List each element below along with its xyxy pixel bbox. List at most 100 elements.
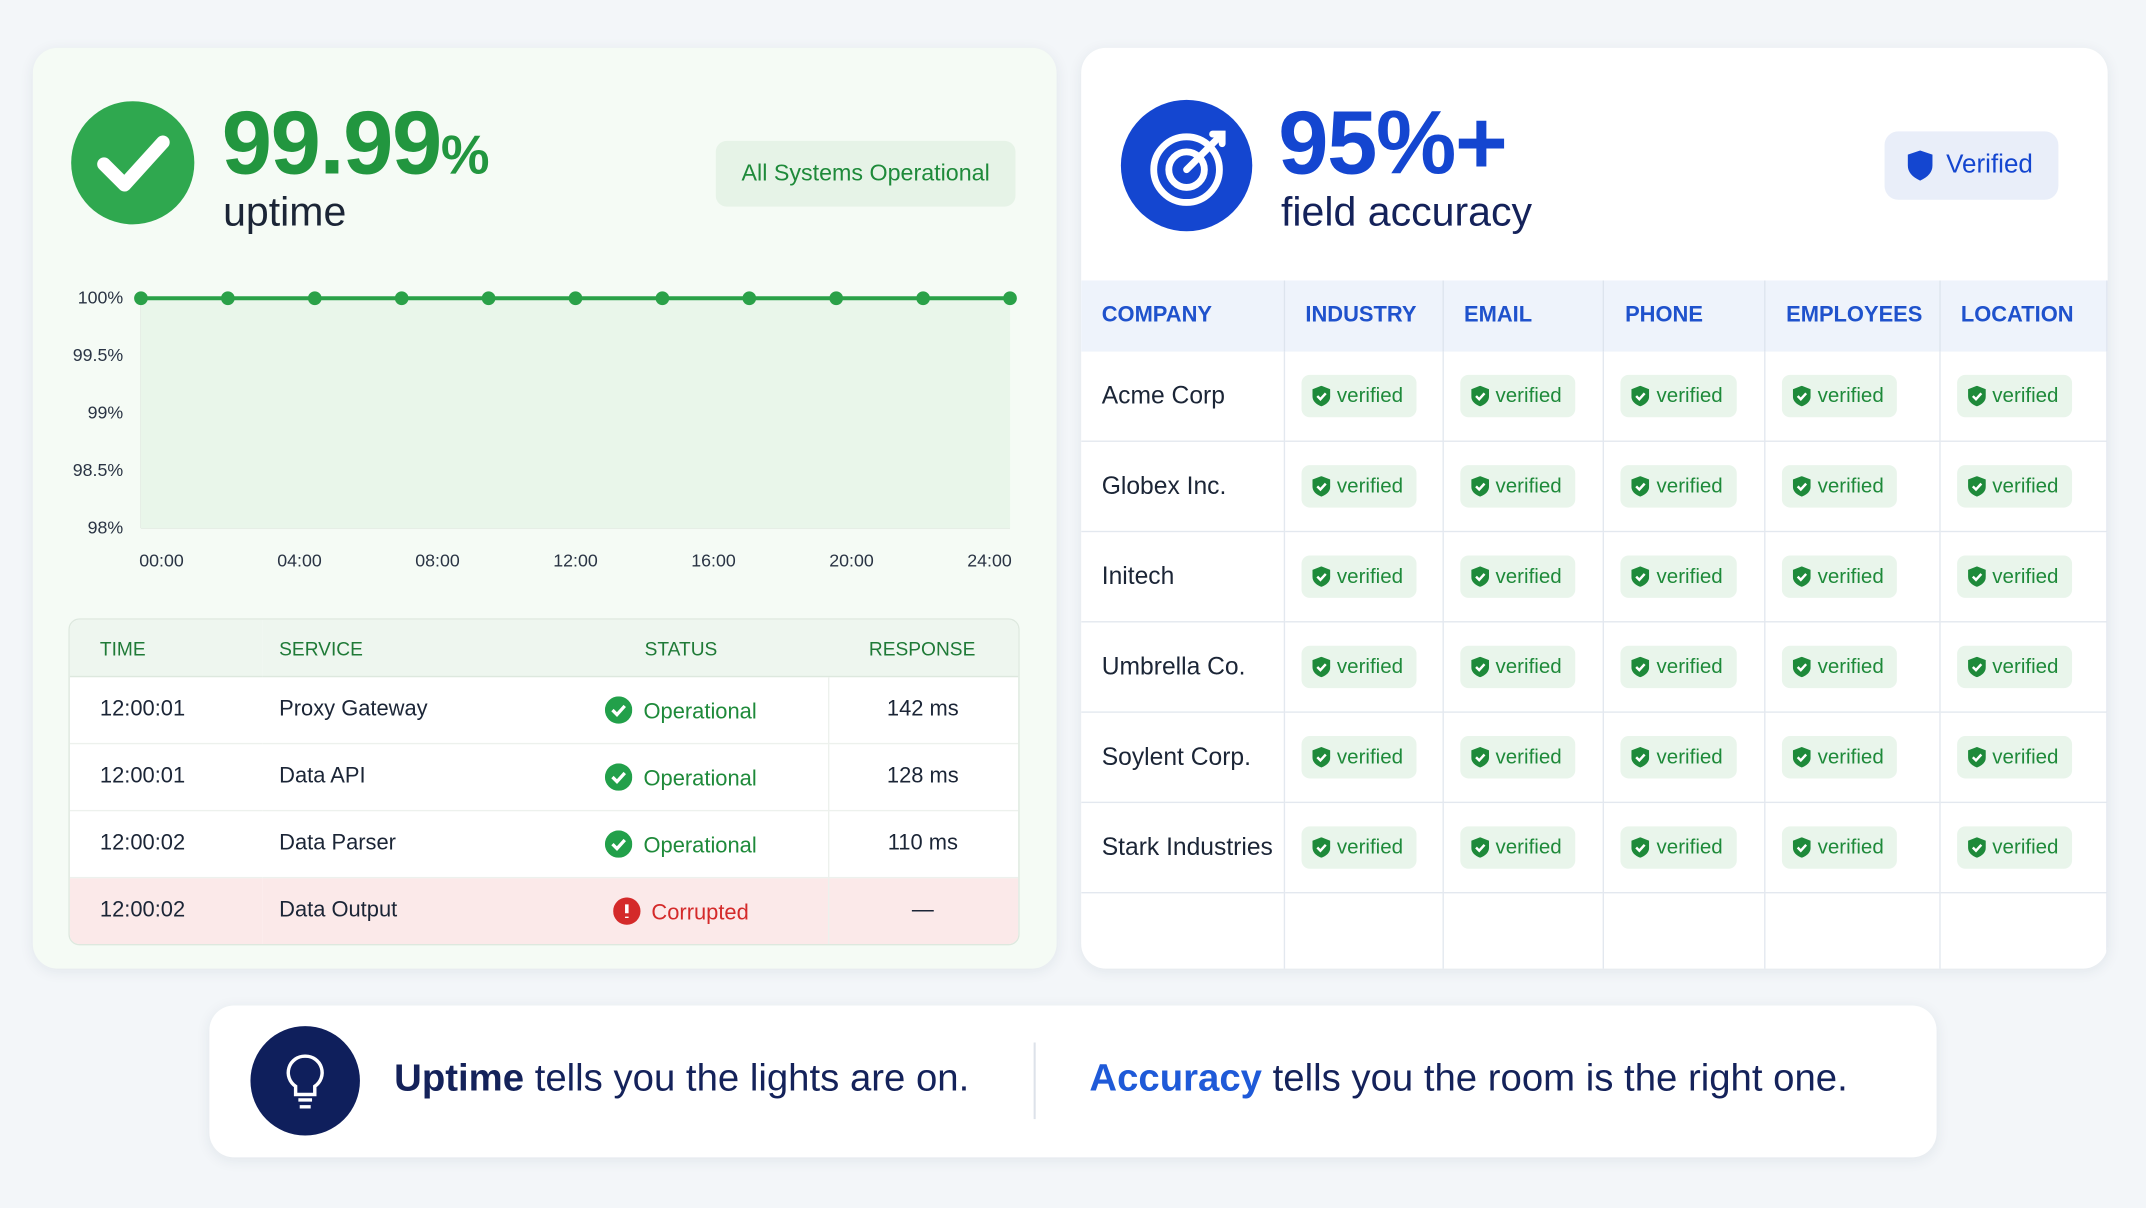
empty-cell	[1081, 892, 1285, 969]
shield-icon	[1312, 746, 1331, 768]
verified-pill: verified	[1620, 826, 1737, 869]
verified-pill: verified	[1782, 555, 1898, 598]
shield	[1470, 566, 1489, 587]
verified-text: verified	[1495, 745, 1562, 769]
x-tick-label: 08:00	[415, 550, 460, 570]
y-tick-label: 99.5%	[73, 345, 124, 365]
shield	[1967, 656, 1986, 678]
shield-icon	[1967, 476, 1986, 497]
verified-text: verified	[1992, 474, 2059, 498]
log-cell: 12:00:02	[69, 878, 263, 944]
verified-pill: verified	[1301, 645, 1417, 689]
shield-icon	[1631, 566, 1650, 587]
y-tick-label: 99%	[88, 403, 124, 423]
shield-icon	[1470, 656, 1489, 678]
shield-icon	[1631, 746, 1650, 768]
verified-pill: verified	[1956, 826, 2073, 869]
verified-pill: verified	[1459, 826, 1576, 869]
verified-cell: verified	[1442, 531, 1605, 623]
verified-pill: verified	[1782, 736, 1898, 779]
x-tick-label: 16:00	[691, 550, 736, 570]
shield	[1312, 656, 1331, 678]
shield-icon	[1631, 476, 1650, 497]
verified-text: verified	[1336, 565, 1404, 589]
area	[140, 298, 1011, 529]
shield-icon	[1792, 566, 1811, 587]
log-cell: Data Parser	[262, 811, 536, 879]
verified-text: verified	[1656, 565, 1723, 589]
status-badge-text: All Systems Operational	[741, 160, 990, 187]
verified-pill: verified	[1301, 555, 1417, 598]
shield	[1967, 746, 1986, 768]
shield	[1470, 837, 1489, 858]
uptime-label: uptime	[223, 190, 347, 236]
status-icon	[613, 896, 641, 925]
verified-cell: verified	[1442, 712, 1605, 804]
status-glyph	[611, 771, 627, 784]
footer-text: tells you the room is the right one.	[1261, 1056, 1848, 1099]
verified-cell: verified	[1603, 531, 1766, 623]
status-dot	[605, 762, 633, 791]
shield-icon	[1470, 746, 1489, 768]
uptime-number: 99.99	[221, 91, 443, 193]
company-name: Soylent Corp.	[1081, 712, 1285, 804]
verified-cell: verified	[1764, 712, 1941, 804]
verified-cell: verified	[1764, 802, 1941, 894]
verified-pill: verified	[1620, 645, 1737, 689]
verified-text: verified	[1817, 655, 1884, 679]
tick	[1474, 753, 1486, 763]
tick	[1316, 663, 1327, 672]
tick	[1796, 663, 1808, 672]
tick	[1316, 482, 1327, 492]
tick	[1316, 753, 1327, 763]
verified-cell: verified	[1764, 531, 1941, 623]
verified-text: verified	[1656, 384, 1723, 408]
shield-icon	[1470, 385, 1489, 407]
log-row: 12:00:02 Data Output Corrupted —	[69, 878, 1019, 944]
verified-cell: verified	[1939, 441, 2108, 533]
shield	[1470, 476, 1489, 497]
verified-cell: verified	[1284, 531, 1444, 623]
empty-cell	[1603, 892, 1766, 969]
shield	[1967, 837, 1986, 858]
target-arrow	[1183, 130, 1226, 174]
verified-cell: verified	[1764, 351, 1941, 442]
shield-icon	[1631, 385, 1650, 407]
verified-text: verified	[1992, 565, 2059, 589]
verified-pill: verified	[1301, 826, 1417, 869]
verified-text: verified	[1495, 835, 1562, 860]
point	[568, 291, 583, 306]
tick	[1474, 482, 1486, 492]
company-row: Initech verified verified verified verified v…	[1081, 531, 2108, 623]
verified-pill: verified	[1956, 736, 2073, 779]
verified-text: verified	[1656, 474, 1723, 498]
company-name: Umbrella Co.	[1081, 621, 1285, 713]
x-tick-label: 20:00	[829, 550, 874, 570]
verified-cell: verified	[1603, 712, 1766, 804]
tick	[1316, 392, 1327, 401]
footer-right: Accuracy tells you the room is the right…	[1089, 1056, 1847, 1100]
status-text: Operational	[643, 699, 757, 724]
column-header: INDUSTRY	[1284, 280, 1444, 352]
tick	[1971, 573, 1982, 582]
shield-icon	[1631, 656, 1650, 678]
verified-text: verified	[1336, 384, 1404, 408]
verified-text: verified	[1656, 745, 1723, 769]
log-cell: Data Output	[262, 878, 536, 944]
footer-strong: Uptime	[394, 1056, 525, 1099]
footer-text: tells you the lights are on.	[524, 1056, 970, 1099]
tick	[1971, 753, 1982, 763]
shield-icon	[1967, 385, 1986, 407]
status-text: Corrupted	[651, 900, 749, 925]
shield	[1792, 837, 1811, 858]
verified-text: verified	[1817, 384, 1884, 408]
target-ring	[1165, 148, 1208, 191]
verified-cell: verified	[1284, 802, 1444, 894]
footer-strong: Accuracy	[1089, 1056, 1262, 1099]
verified-text: Verified	[1946, 150, 2033, 180]
check-mark	[97, 135, 170, 192]
shield	[1312, 566, 1331, 587]
verified-cell: verified	[1939, 351, 2108, 442]
verified-cell: verified	[1603, 441, 1766, 533]
verified-pill: verified	[1956, 374, 2073, 418]
